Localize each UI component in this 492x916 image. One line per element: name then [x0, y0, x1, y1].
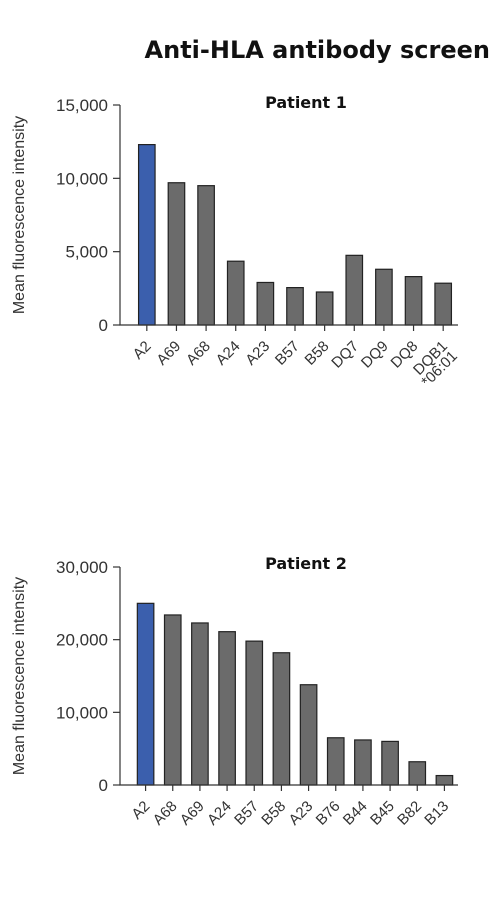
category-label: A2	[128, 798, 153, 823]
category-label: DQ7	[328, 338, 362, 372]
bar	[256, 281, 275, 326]
bar	[354, 739, 372, 786]
y-tick-label: 30,000	[56, 558, 108, 577]
category-label: B44	[340, 798, 371, 829]
patient-2-y-axis-label: Mean fluorescence intensity	[11, 577, 28, 775]
patient-1-y-axis-label: Mean fluorescence intensity	[11, 116, 28, 314]
category-label: A2	[130, 338, 155, 363]
category-label: A23	[242, 338, 273, 369]
patient-2-bars	[136, 602, 454, 791]
category-label: B58	[302, 338, 333, 369]
figure-title: Anti-HLA antibody screen	[145, 36, 490, 64]
category-label: B57	[231, 798, 262, 829]
category-label: A68	[183, 338, 214, 369]
category-label: B45	[367, 798, 398, 829]
category-label: DQ9	[358, 338, 392, 372]
y-tick-label: 0	[99, 776, 108, 795]
bar	[163, 614, 182, 786]
bar	[375, 268, 393, 326]
bar	[404, 276, 423, 326]
category-label: B13	[421, 798, 452, 829]
bar	[434, 282, 453, 326]
patient-2-y-ticks: 0 10,000 20,000 30,000	[56, 558, 120, 795]
bar	[345, 254, 364, 326]
bar	[408, 761, 427, 786]
y-tick-label: 10,000	[56, 169, 108, 188]
bar	[191, 622, 209, 786]
category-label: B57	[272, 338, 303, 369]
patient-1-bars	[137, 144, 453, 331]
y-tick-label: 10,000	[56, 703, 108, 722]
category-label: B58	[258, 798, 289, 829]
bar	[326, 737, 345, 786]
y-tick-label: 15,000	[56, 96, 108, 115]
bar	[381, 740, 399, 786]
category-label: A69	[153, 338, 184, 369]
patient-1-title: Patient 1	[265, 93, 347, 112]
patient-2-chart: Patient 2 Mean fluorescence intensity 0 1…	[11, 554, 458, 829]
category-label: A24	[204, 798, 235, 829]
y-tick-label: 0	[99, 316, 108, 335]
bar	[245, 640, 264, 786]
bar	[136, 602, 155, 786]
patient-1-y-ticks: 0 5,000 10,000 15,000	[56, 96, 120, 335]
category-label: A23	[286, 798, 317, 829]
patient-1-axes	[119, 105, 458, 326]
category-label: A68	[150, 798, 181, 829]
bar	[226, 260, 245, 326]
bar	[299, 684, 318, 786]
y-tick-label: 20,000	[56, 631, 108, 650]
patient-1-chart: Patient 1 Mean fluorescence intensity 0 5…	[11, 93, 461, 390]
category-label: A24	[213, 338, 244, 369]
bar	[286, 287, 304, 326]
category-label: B76	[313, 798, 344, 829]
bar	[315, 291, 334, 326]
category-label: A69	[177, 798, 208, 829]
y-tick-label: 5,000	[65, 243, 108, 262]
patient-2-title: Patient 2	[265, 554, 347, 573]
bar	[435, 774, 454, 786]
bar	[218, 631, 236, 786]
category-label: B82	[394, 798, 425, 829]
bar	[167, 182, 186, 326]
patient-2-axes	[119, 567, 458, 786]
bar	[272, 652, 291, 786]
bar	[197, 185, 215, 326]
bar	[137, 144, 156, 326]
